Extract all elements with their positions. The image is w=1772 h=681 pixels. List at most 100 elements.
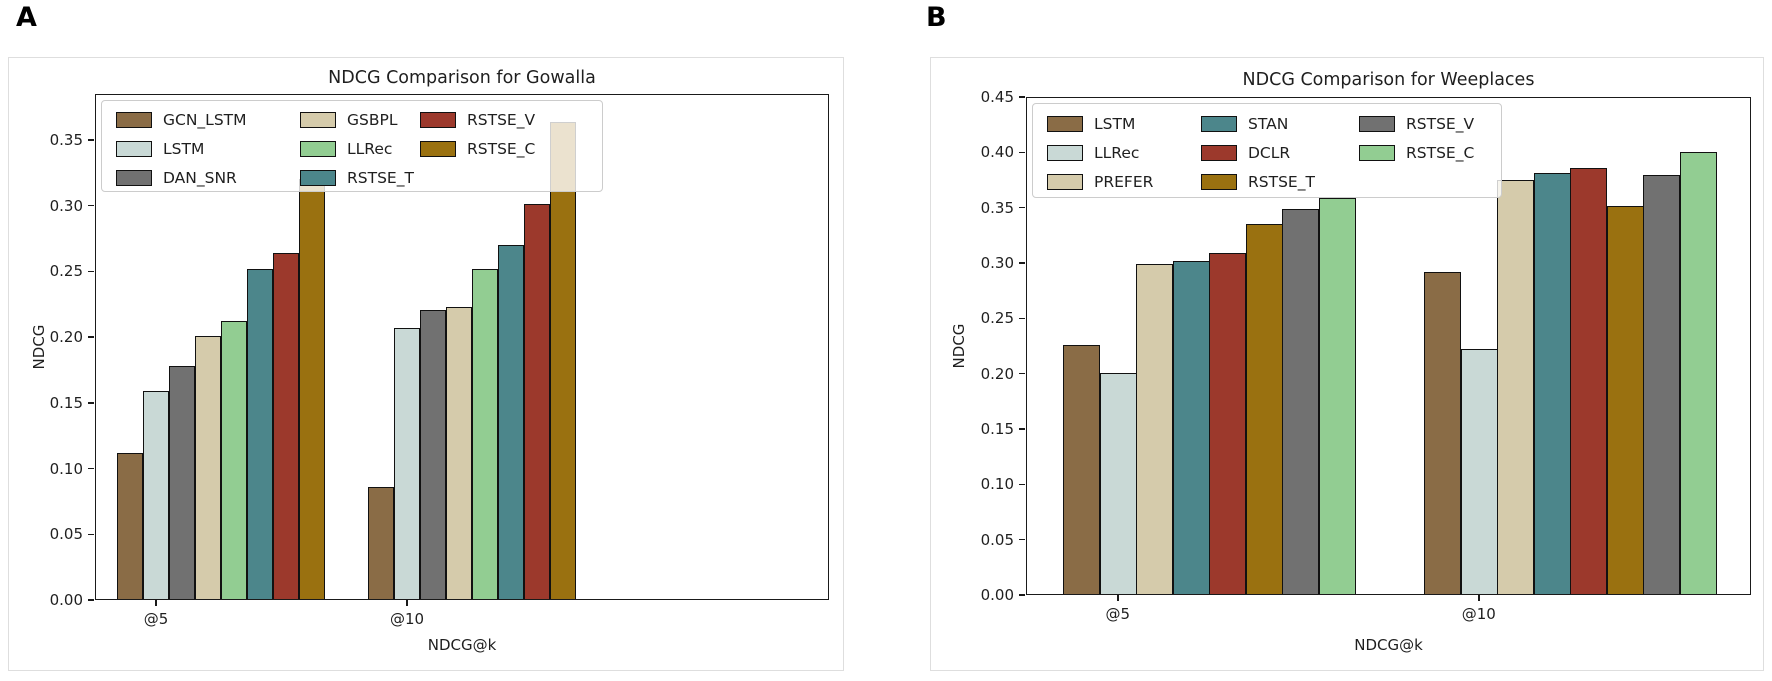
legend-swatch-rstse_t <box>300 170 336 186</box>
legend-label: RSTSE_C <box>1406 144 1475 162</box>
legend-swatch-gcn_lstm <box>116 112 152 128</box>
x-tick-mark <box>1478 595 1480 601</box>
y-tick-mark <box>1019 151 1025 154</box>
y-tick-label: 0.00 <box>980 586 1014 604</box>
y-tick-mark <box>88 467 94 470</box>
legend-label: GCN_LSTM <box>163 111 247 129</box>
y-tick-mark <box>1019 594 1025 596</box>
y-tick-mark <box>1019 538 1025 541</box>
legend-item-rstse_t: RSTSE_T <box>1201 171 1315 193</box>
bar-dan_snr-at10 <box>420 309 446 600</box>
legend-item-rstse_t: RSTSE_T <box>300 167 414 189</box>
y-tick-label: 0.20 <box>49 328 83 347</box>
bar-rstse_t-at10 <box>1607 205 1644 595</box>
bar-rstse_t-at5 <box>1246 224 1283 595</box>
y-tick-mark <box>88 139 94 141</box>
legend-item-rstse_c: RSTSE_C <box>420 138 535 160</box>
legend-item-lstm: LSTM <box>1047 113 1135 135</box>
y-tick-label: 0.10 <box>49 459 83 478</box>
figure-panel-b: NDCG Comparison for Weeplaces NDCG 0.00 0… <box>930 57 1764 671</box>
y-tick-label: 0.15 <box>49 393 83 412</box>
y-tick-label: 0.35 <box>980 198 1014 217</box>
legend-label: DCLR <box>1248 144 1291 162</box>
chart-title-weeplaces: NDCG Comparison for Weeplaces <box>1242 70 1535 90</box>
legend-label: RSTSE_T <box>347 169 414 187</box>
bar-rstse_t-at5 <box>247 268 273 600</box>
y-tick-mark <box>1019 483 1025 486</box>
y-tick-label: 0.20 <box>980 364 1014 383</box>
bar-rstse_c-at5 <box>299 179 325 600</box>
bar-gcn_lstm-at5 <box>117 452 143 600</box>
y-tick-mark <box>88 336 94 338</box>
y-tick-label: 0.30 <box>49 196 83 215</box>
bar-stan-at5 <box>1173 260 1210 595</box>
legend-label: RSTSE_T <box>1248 173 1315 191</box>
legend-swatch-lstm <box>1047 116 1083 132</box>
plot-area: 0.00 0.05 0.10 0.15 0.20 0.25 0.30 0.35 @5 @10 GCN… <box>50 94 829 628</box>
bar-llrec-at5 <box>221 321 247 600</box>
bar-lstm-at5 <box>1063 344 1100 595</box>
y-tick-label: 0.25 <box>980 309 1014 328</box>
legend-swatch-prefer <box>1047 174 1083 190</box>
legend-label: LSTM <box>163 140 205 158</box>
y-tick-mark <box>88 270 94 273</box>
x-tick-mark <box>406 600 408 606</box>
legend-label: DAN_SNR <box>163 169 237 187</box>
legend-label: LLRec <box>1094 144 1140 162</box>
bar-prefer-at10 <box>1497 180 1534 595</box>
legend-label: LSTM <box>1094 115 1136 133</box>
y-tick-mark <box>1019 206 1025 209</box>
bar-lstm-at10 <box>394 327 420 600</box>
y-tick-mark <box>88 204 94 207</box>
legend-swatch-rstse_c <box>1359 145 1395 161</box>
legend-swatch-rstse_v <box>420 112 456 128</box>
panel-label-b: B <box>926 2 948 33</box>
bar-llrec-at10 <box>1461 349 1498 595</box>
y-tick-mark <box>1019 428 1025 430</box>
legend-swatch-llrec <box>1047 145 1083 161</box>
chart-title-gowalla: NDCG Comparison for Gowalla <box>328 68 596 88</box>
panel-label-a: A <box>16 2 38 33</box>
legend-item-rstse_v: RSTSE_V <box>420 109 535 131</box>
legend-item-rstse_c: RSTSE_C <box>1359 142 1474 164</box>
legend-label: LLRec <box>347 140 393 158</box>
bar-lstm-at5 <box>143 391 169 600</box>
y-tick-label: 0.45 <box>980 88 1014 106</box>
y-tick-mark <box>1019 262 1025 264</box>
legend-swatch-lstm <box>116 141 152 157</box>
y-tick-mark <box>88 533 94 536</box>
x-tick-mark <box>155 600 157 606</box>
x-axis-label: NDCG@k <box>427 636 497 654</box>
y-tick-label: 0.10 <box>980 475 1014 494</box>
legend: LSTM LLRec PREFER STAN DCLR RSTSE_T RSTSE_V RST… <box>1032 103 1502 198</box>
bar-lstm-at10 <box>1424 271 1461 595</box>
y-tick-label: 0.05 <box>49 525 83 544</box>
bar-rstse_t-at10 <box>498 245 524 600</box>
legend-label: GSBPL <box>347 111 398 129</box>
legend: GCN_LSTM LSTM DAN_SNR GSBPL LLRec RSTSE_T RSTS… <box>101 100 603 192</box>
bar-dclr-at10 <box>1570 167 1607 595</box>
bar-rstse_c-at5 <box>1319 197 1356 595</box>
legend-label: PREFER <box>1094 173 1154 191</box>
legend-label: RSTSE_V <box>1406 115 1475 133</box>
legend-item-stan: STAN <box>1201 113 1288 135</box>
bar-dan_snr-at5 <box>169 366 195 600</box>
y-tick-mark <box>88 599 94 601</box>
bar-gsbpl-at10 <box>446 306 472 600</box>
legend-swatch-dclr <box>1201 145 1237 161</box>
x-tick-label: @5 <box>143 610 169 628</box>
bar-rstse_v-at10 <box>524 204 550 600</box>
y-tick-label: 0.40 <box>980 143 1014 162</box>
legend-swatch-gsbpl <box>300 112 336 128</box>
plot-area: 0.00 0.05 0.10 0.15 0.20 0.25 0.30 0.35 0.40 0.45… <box>981 88 1751 623</box>
bar-rstse_c-at10 <box>1680 152 1717 595</box>
x-tick-label: @10 <box>1461 605 1496 623</box>
legend-item-rstse_v: RSTSE_V <box>1359 113 1474 135</box>
bar-rstse_v-at10 <box>1643 174 1680 595</box>
legend-item-dan_snr: DAN_SNR <box>116 167 237 189</box>
legend-label: RSTSE_V <box>467 111 536 129</box>
y-tick-label: 0.25 <box>49 262 83 281</box>
bar-dclr-at5 <box>1209 253 1246 595</box>
legend-swatch-dan_snr <box>116 170 152 186</box>
legend-label: RSTSE_C <box>467 140 536 158</box>
